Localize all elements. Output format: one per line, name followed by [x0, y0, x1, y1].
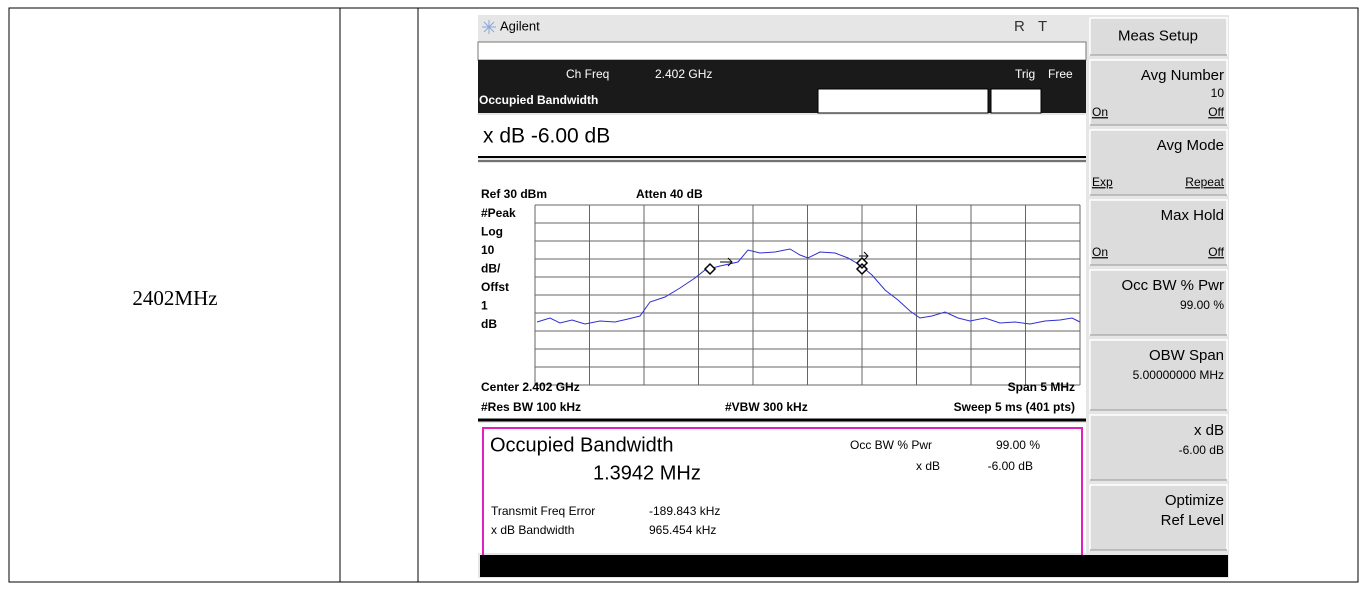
- softkey: [1089, 59, 1228, 126]
- scale-label: 1: [481, 299, 488, 313]
- label: R: [1014, 18, 1025, 35]
- graticule: [534, 204, 1081, 386]
- graph-area: [478, 163, 1086, 419]
- softkey-label: OBW Span: [1149, 347, 1224, 364]
- header-box: [990, 88, 1042, 114]
- active-function-area: [478, 115, 1086, 157]
- softkey: [1089, 339, 1228, 411]
- label: Occupied Bandwidth: [490, 434, 673, 456]
- label: x dB: [916, 459, 940, 473]
- label: Occupied Bandwidth: [479, 93, 598, 107]
- label: -189.843 kHz: [649, 504, 720, 518]
- scale-label: dB: [481, 317, 497, 331]
- label: 1.3942 MHz: [593, 462, 701, 484]
- softkey-option: Off: [1208, 105, 1224, 119]
- softkey: [1089, 199, 1228, 266]
- label: x dB Bandwidth: [491, 523, 574, 537]
- marker: [703, 256, 869, 276]
- status-bar: [480, 555, 1228, 577]
- label: Span 5 MHz: [1008, 380, 1075, 394]
- softkey-label: Max Hold: [1161, 207, 1224, 224]
- label: Ref 30 dBm: [481, 187, 547, 201]
- softkey-value: 5.00000000 MHz: [1133, 368, 1224, 382]
- label: Sweep 5 ms (401 pts): [954, 400, 1075, 414]
- input-line: [477, 41, 1087, 61]
- label: Agilent: [500, 18, 540, 33]
- scale-label: 10: [481, 243, 495, 257]
- logo: [482, 20, 496, 34]
- scale-label: Offst: [481, 280, 509, 294]
- label: x dB -6.00 dB: [483, 125, 610, 148]
- label: #Res BW 100 kHz: [481, 400, 581, 414]
- scale-label: #Peak: [481, 206, 516, 220]
- label: 99.00 %: [996, 438, 1040, 452]
- label: Free: [1048, 67, 1073, 81]
- scale-label: dB/: [481, 262, 501, 276]
- softkey: [1089, 129, 1228, 196]
- softkey: [1089, 17, 1228, 56]
- label: Ch Freq: [566, 67, 609, 81]
- marker-arrow: [720, 251, 869, 267]
- label: Atten 40 dB: [636, 187, 703, 201]
- softkey: [1089, 484, 1228, 551]
- label: Occ BW % Pwr: [850, 438, 932, 452]
- softkey: [1089, 269, 1228, 336]
- results-area: [478, 423, 1086, 553]
- softkey-value: 10: [1211, 86, 1225, 100]
- frequency-cell: 2402MHz: [132, 286, 217, 310]
- label: Transmit Freq Error: [491, 504, 595, 518]
- table-border: [8, 7, 1359, 583]
- softkey-label: Avg Number: [1141, 67, 1224, 84]
- label: #VBW 300 kHz: [725, 400, 808, 414]
- softkey-label: Meas Setup: [1118, 27, 1198, 44]
- label: T: [1038, 18, 1047, 35]
- softkey-value: -6.00 dB: [1179, 443, 1224, 457]
- softkey-label: Avg Mode: [1157, 137, 1224, 154]
- label: 965.454 kHz: [649, 523, 716, 537]
- softkey-label: Occ BW % Pwr: [1121, 277, 1224, 294]
- softkey-value: 99.00 %: [1180, 298, 1224, 312]
- trace: [536, 248, 1081, 325]
- softkey-option: Exp: [1092, 175, 1113, 189]
- softkey-option: Repeat: [1185, 175, 1224, 189]
- softkey: [1089, 414, 1228, 481]
- scale-label: Log: [481, 225, 503, 239]
- label: Center 2.402 GHz: [481, 380, 580, 394]
- softkey-label: Optimize: [1165, 492, 1224, 509]
- softkey-label: x dB: [1194, 422, 1224, 439]
- label: Trig: [1015, 67, 1035, 81]
- softkey-label: Ref Level: [1161, 512, 1224, 529]
- label: -6.00 dB: [988, 459, 1033, 473]
- header-box: [817, 88, 989, 114]
- softkey-option: On: [1092, 245, 1108, 259]
- label: 2.402 GHz: [655, 67, 712, 81]
- softkey-option: Off: [1208, 245, 1224, 259]
- softkey-option: On: [1092, 105, 1108, 119]
